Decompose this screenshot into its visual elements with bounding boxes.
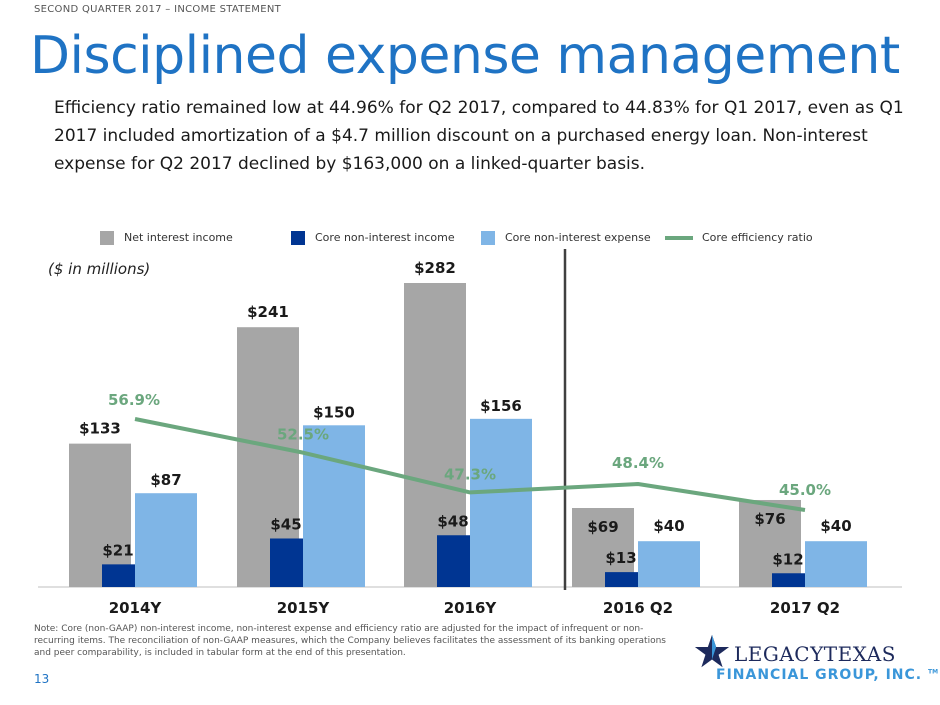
line-core-efficiency-ratio [134, 417, 806, 512]
logo-wordmark: LEGACYTEXAS [734, 642, 896, 666]
page-number: 13 [34, 672, 50, 686]
slide-kicker: SECOND QUARTER 2017 – INCOME STATEMENT [34, 4, 282, 15]
x-tick-label-2016-q2: 2016 Q2 [603, 599, 673, 617]
logo-trademark: TM [927, 668, 939, 676]
bar-net-interest-income-2017-q2 [739, 499, 801, 587]
label-core-efficiency-ratio-2016y: 47.3% [444, 465, 496, 483]
legend-label-core-efficiency-ratio: Core efficiency ratio [702, 231, 813, 244]
slide-title: Disciplined expense management [30, 26, 900, 86]
bar-core-non-interest-expense-2016y [470, 418, 532, 587]
label-core-non-interest-income-2016y: $48 [437, 512, 468, 530]
footnote: Note: Core (non-GAAP) non-interest incom… [34, 624, 666, 658]
label-net-interest-income-2016y: $282 [414, 259, 456, 277]
label-net-interest-income-2014y: $133 [79, 420, 121, 438]
units-note: ($ in millions) [48, 260, 151, 278]
label-core-efficiency-ratio-2015y: 52.5% [277, 426, 329, 444]
label-core-non-interest-expense-2017-q2: $40 [820, 517, 851, 535]
label-core-efficiency-ratio-2017-q2: 45.0% [779, 481, 831, 499]
company-logo: LEGACYTEXAS FINANCIAL GROUP, INC. TM [694, 632, 938, 688]
x-tick-label-2015y: 2015Y [277, 599, 331, 617]
label-core-non-interest-expense-2014y: $87 [150, 471, 181, 489]
bar-core-non-interest-income-2015y [270, 538, 303, 587]
label-core-non-interest-expense-2016y: $156 [480, 397, 522, 415]
bar-core-non-interest-income-2016y [437, 535, 470, 587]
legend-swatch-core-non-interest-income [291, 231, 305, 245]
x-tick-label-2017-q2: 2017 Q2 [770, 599, 840, 617]
intro-paragraph: Efficiency ratio remained low at 44.96% … [54, 98, 904, 174]
legend-swatch-core-non-interest-expense [481, 231, 495, 245]
label-core-non-interest-income-2014y: $21 [102, 541, 133, 559]
label-net-interest-income-2017-q2: $76 [754, 510, 785, 528]
legend-label-net-interest-income: Net interest income [124, 231, 233, 244]
label-core-non-interest-income-2015y: $45 [270, 515, 301, 533]
bar-core-non-interest-expense-2017-q2 [805, 541, 867, 587]
x-tick-label-2014y: 2014Y [109, 599, 163, 617]
x-tick-label-2016y: 2016Y [444, 599, 498, 617]
legend-label-core-non-interest-income: Core non-interest income [315, 231, 455, 244]
bar-core-non-interest-income-2017-q2 [772, 573, 805, 587]
label-core-non-interest-expense-2016-q2: $40 [653, 517, 684, 535]
legend-line-core-efficiency-ratio [665, 236, 693, 240]
label-core-non-interest-income-2017-q2: $12 [772, 550, 803, 568]
label-core-efficiency-ratio-2016-q2: 48.4% [612, 454, 664, 472]
label-core-efficiency-ratio-2014y: 56.9% [108, 391, 160, 409]
bar-core-non-interest-expense-2014y [135, 493, 197, 587]
star-logo-icon [694, 634, 730, 668]
legend-swatch-net-interest-income [100, 231, 114, 245]
bar-core-non-interest-income-2016-q2 [605, 572, 638, 587]
logo-subtitle: FINANCIAL GROUP, INC. TM [716, 667, 939, 683]
label-net-interest-income-2015y: $241 [247, 303, 289, 321]
label-core-non-interest-expense-2015y: $150 [313, 403, 355, 421]
bar-core-non-interest-income-2014y [102, 564, 135, 587]
bar-core-non-interest-expense-2016-q2 [638, 541, 700, 587]
label-core-non-interest-income-2016-q2: $13 [605, 549, 636, 567]
chart-legend: Net interest income Core non-interest in… [0, 230, 940, 248]
bar-core-non-interest-expense-2015y [303, 425, 365, 587]
legend-label-core-non-interest-expense: Core non-interest expense [505, 231, 651, 244]
bar-net-interest-income-2014y [69, 443, 131, 587]
label-net-interest-income-2016-q2: $69 [587, 518, 618, 536]
